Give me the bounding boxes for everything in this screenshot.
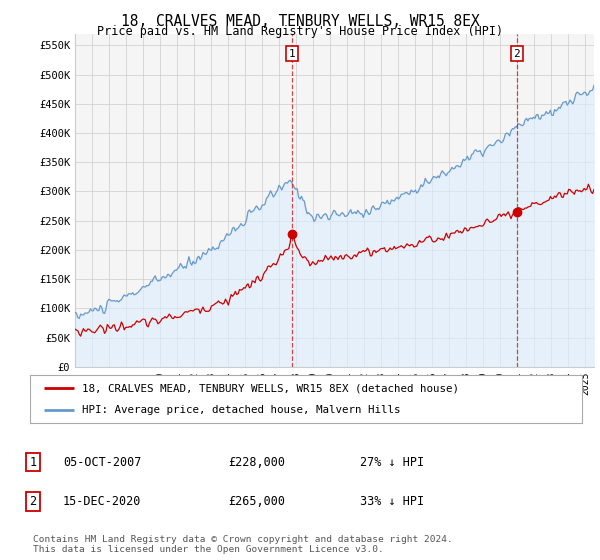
Text: 05-OCT-2007: 05-OCT-2007: [63, 455, 142, 469]
Text: Price paid vs. HM Land Registry's House Price Index (HPI): Price paid vs. HM Land Registry's House …: [97, 25, 503, 38]
Text: 15-DEC-2020: 15-DEC-2020: [63, 494, 142, 508]
Text: 1: 1: [289, 49, 295, 59]
Text: 18, CRALVES MEAD, TENBURY WELLS, WR15 8EX: 18, CRALVES MEAD, TENBURY WELLS, WR15 8E…: [121, 14, 479, 29]
Text: 1: 1: [29, 455, 37, 469]
Text: £265,000: £265,000: [228, 494, 285, 508]
Text: 27% ↓ HPI: 27% ↓ HPI: [360, 455, 424, 469]
Text: 33% ↓ HPI: 33% ↓ HPI: [360, 494, 424, 508]
Text: HPI: Average price, detached house, Malvern Hills: HPI: Average price, detached house, Malv…: [82, 405, 401, 415]
Text: 2: 2: [29, 494, 37, 508]
Text: 2: 2: [514, 49, 520, 59]
Text: £228,000: £228,000: [228, 455, 285, 469]
Text: 18, CRALVES MEAD, TENBURY WELLS, WR15 8EX (detached house): 18, CRALVES MEAD, TENBURY WELLS, WR15 8E…: [82, 383, 460, 393]
Text: Contains HM Land Registry data © Crown copyright and database right 2024.
This d: Contains HM Land Registry data © Crown c…: [33, 535, 453, 554]
